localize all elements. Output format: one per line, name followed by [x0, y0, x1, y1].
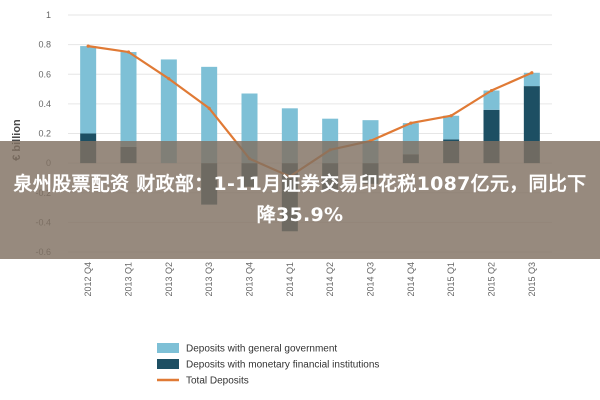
headline-text: 泉州股票配资 财政部：1-11月证券交易印花税1087亿元，同比下降35.9%: [13, 173, 587, 226]
x-tick-label: 2014 Q2: [325, 262, 335, 297]
total-deposits-point: [86, 44, 90, 48]
x-tick-label: 2013 Q4: [245, 262, 255, 297]
y-tick-label: 0.2: [38, 129, 51, 139]
legend-label: Deposits with general government: [186, 344, 337, 355]
bar-government: [483, 90, 500, 110]
x-tick-label: 2014 Q1: [285, 262, 295, 297]
total-deposits-point: [126, 50, 131, 54]
bar-government: [523, 72, 540, 87]
y-tick-label: 0.4: [38, 99, 51, 109]
bar-government: [160, 59, 177, 164]
bar-government: [443, 115, 460, 140]
total-deposits-point: [489, 88, 494, 93]
total-deposits-point: [449, 114, 453, 118]
y-tick-label: 0.6: [38, 69, 51, 79]
x-tick-label: 2013 Q2: [164, 262, 174, 297]
legend: Deposits with general government Deposits…: [157, 343, 379, 387]
x-tick-label: 2013 Q3: [204, 262, 214, 297]
x-tick-label: 2015 Q2: [487, 262, 497, 297]
x-tick-label: 2014 Q3: [366, 262, 376, 297]
total-deposits-point: [207, 106, 211, 110]
x-tick-label: 2012 Q4: [83, 262, 93, 297]
legend-label: Deposits with monetary financial institu…: [186, 360, 379, 371]
x-tick-label: 2015 Q1: [446, 262, 456, 297]
x-tick-label: 2013 Q1: [124, 262, 134, 297]
y-tick-label: 0.8: [38, 40, 51, 50]
total-deposits-point: [530, 71, 534, 75]
total-deposits-point: [167, 77, 171, 81]
headline-banner: 泉州股票配资 财政部：1-11月证券交易印花税1087亿元，同比下降35.9%: [0, 141, 600, 259]
x-tick-label: 2014 Q4: [406, 262, 416, 297]
x-tick-labels: 2012 Q4 2013 Q1 2013 Q2 2013 Q3 2013 Q4 2014 …: [83, 262, 537, 297]
total-deposits-point: [409, 121, 413, 125]
bar-government: [80, 46, 97, 134]
x-tick-label: 2015 Q3: [527, 262, 537, 297]
bar-government: [120, 52, 137, 147]
bar-government: [201, 66, 218, 164]
legend-label: Total Deposits: [186, 376, 249, 387]
y-tick-label: 1: [46, 10, 51, 20]
legend-swatch: [157, 343, 179, 353]
legend-swatch: [157, 359, 179, 369]
